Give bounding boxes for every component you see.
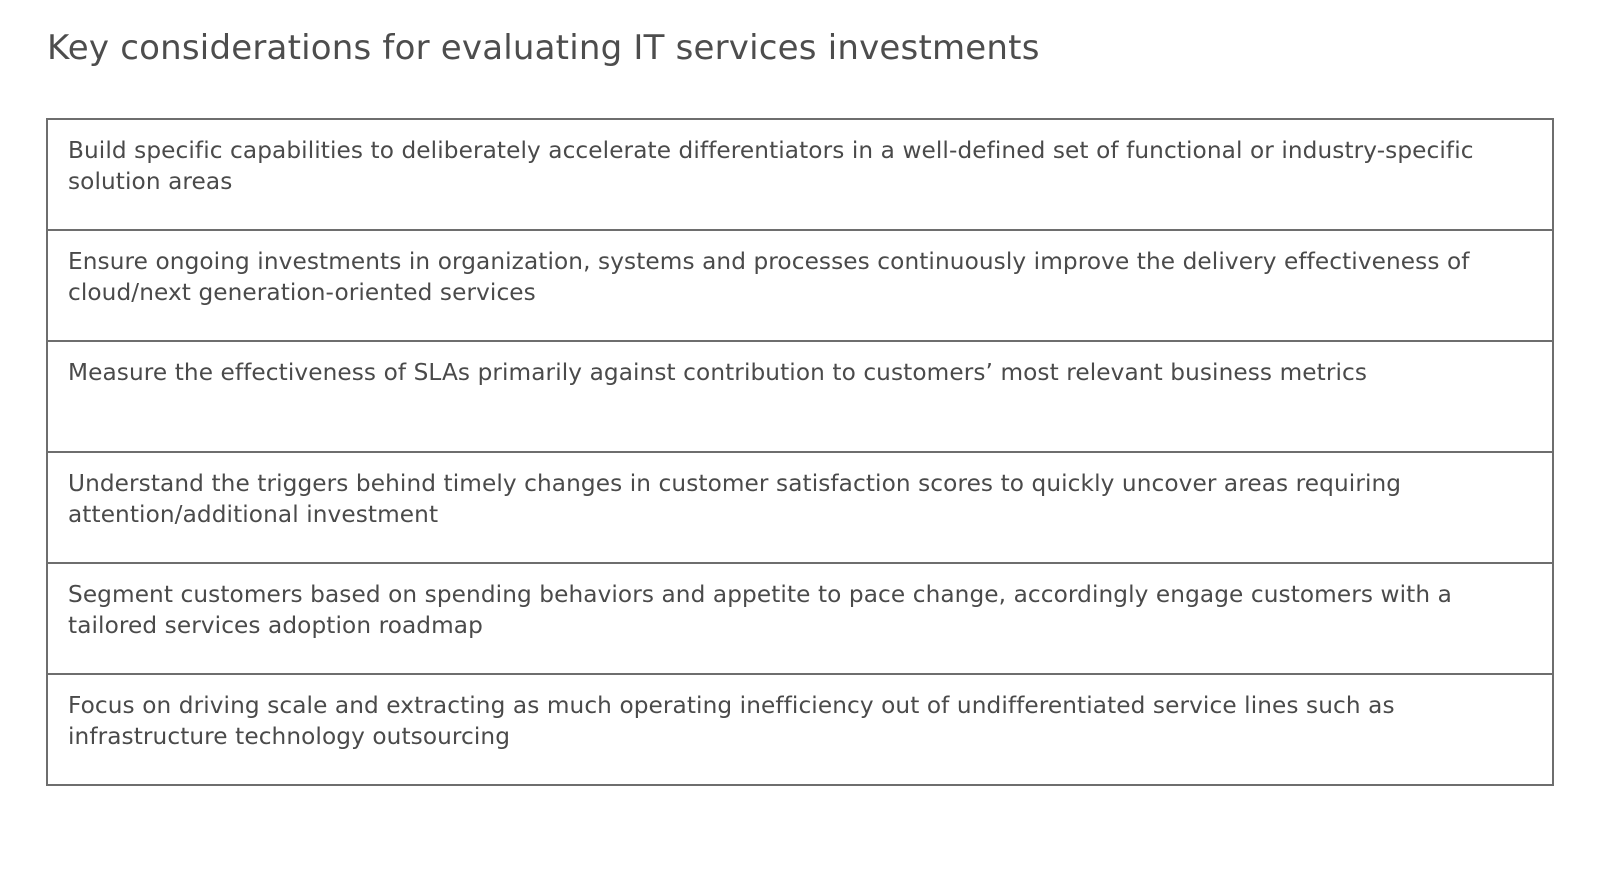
table-row: Focus on driving scale and extracting as…	[48, 675, 1552, 784]
consideration-text: Ensure ongoing investments in organizati…	[68, 248, 1470, 306]
page-title: Key considerations for evaluating IT ser…	[47, 28, 1040, 68]
table-row: Measure the effectiveness of SLAs primar…	[48, 342, 1552, 453]
table-row: Ensure ongoing investments in organizati…	[48, 231, 1552, 342]
table-row: Segment customers based on spending beha…	[48, 564, 1552, 675]
consideration-text: Understand the triggers behind timely ch…	[68, 470, 1402, 528]
consideration-text: Build specific capabilities to deliberat…	[68, 137, 1474, 195]
consideration-text: Segment customers based on spending beha…	[68, 581, 1452, 639]
table-row: Understand the triggers behind timely ch…	[48, 453, 1552, 564]
table-row: Build specific capabilities to deliberat…	[48, 120, 1552, 231]
considerations-table: Build specific capabilities to deliberat…	[46, 118, 1554, 786]
consideration-text: Measure the effectiveness of SLAs primar…	[68, 359, 1368, 386]
consideration-text: Focus on driving scale and extracting as…	[68, 692, 1395, 750]
